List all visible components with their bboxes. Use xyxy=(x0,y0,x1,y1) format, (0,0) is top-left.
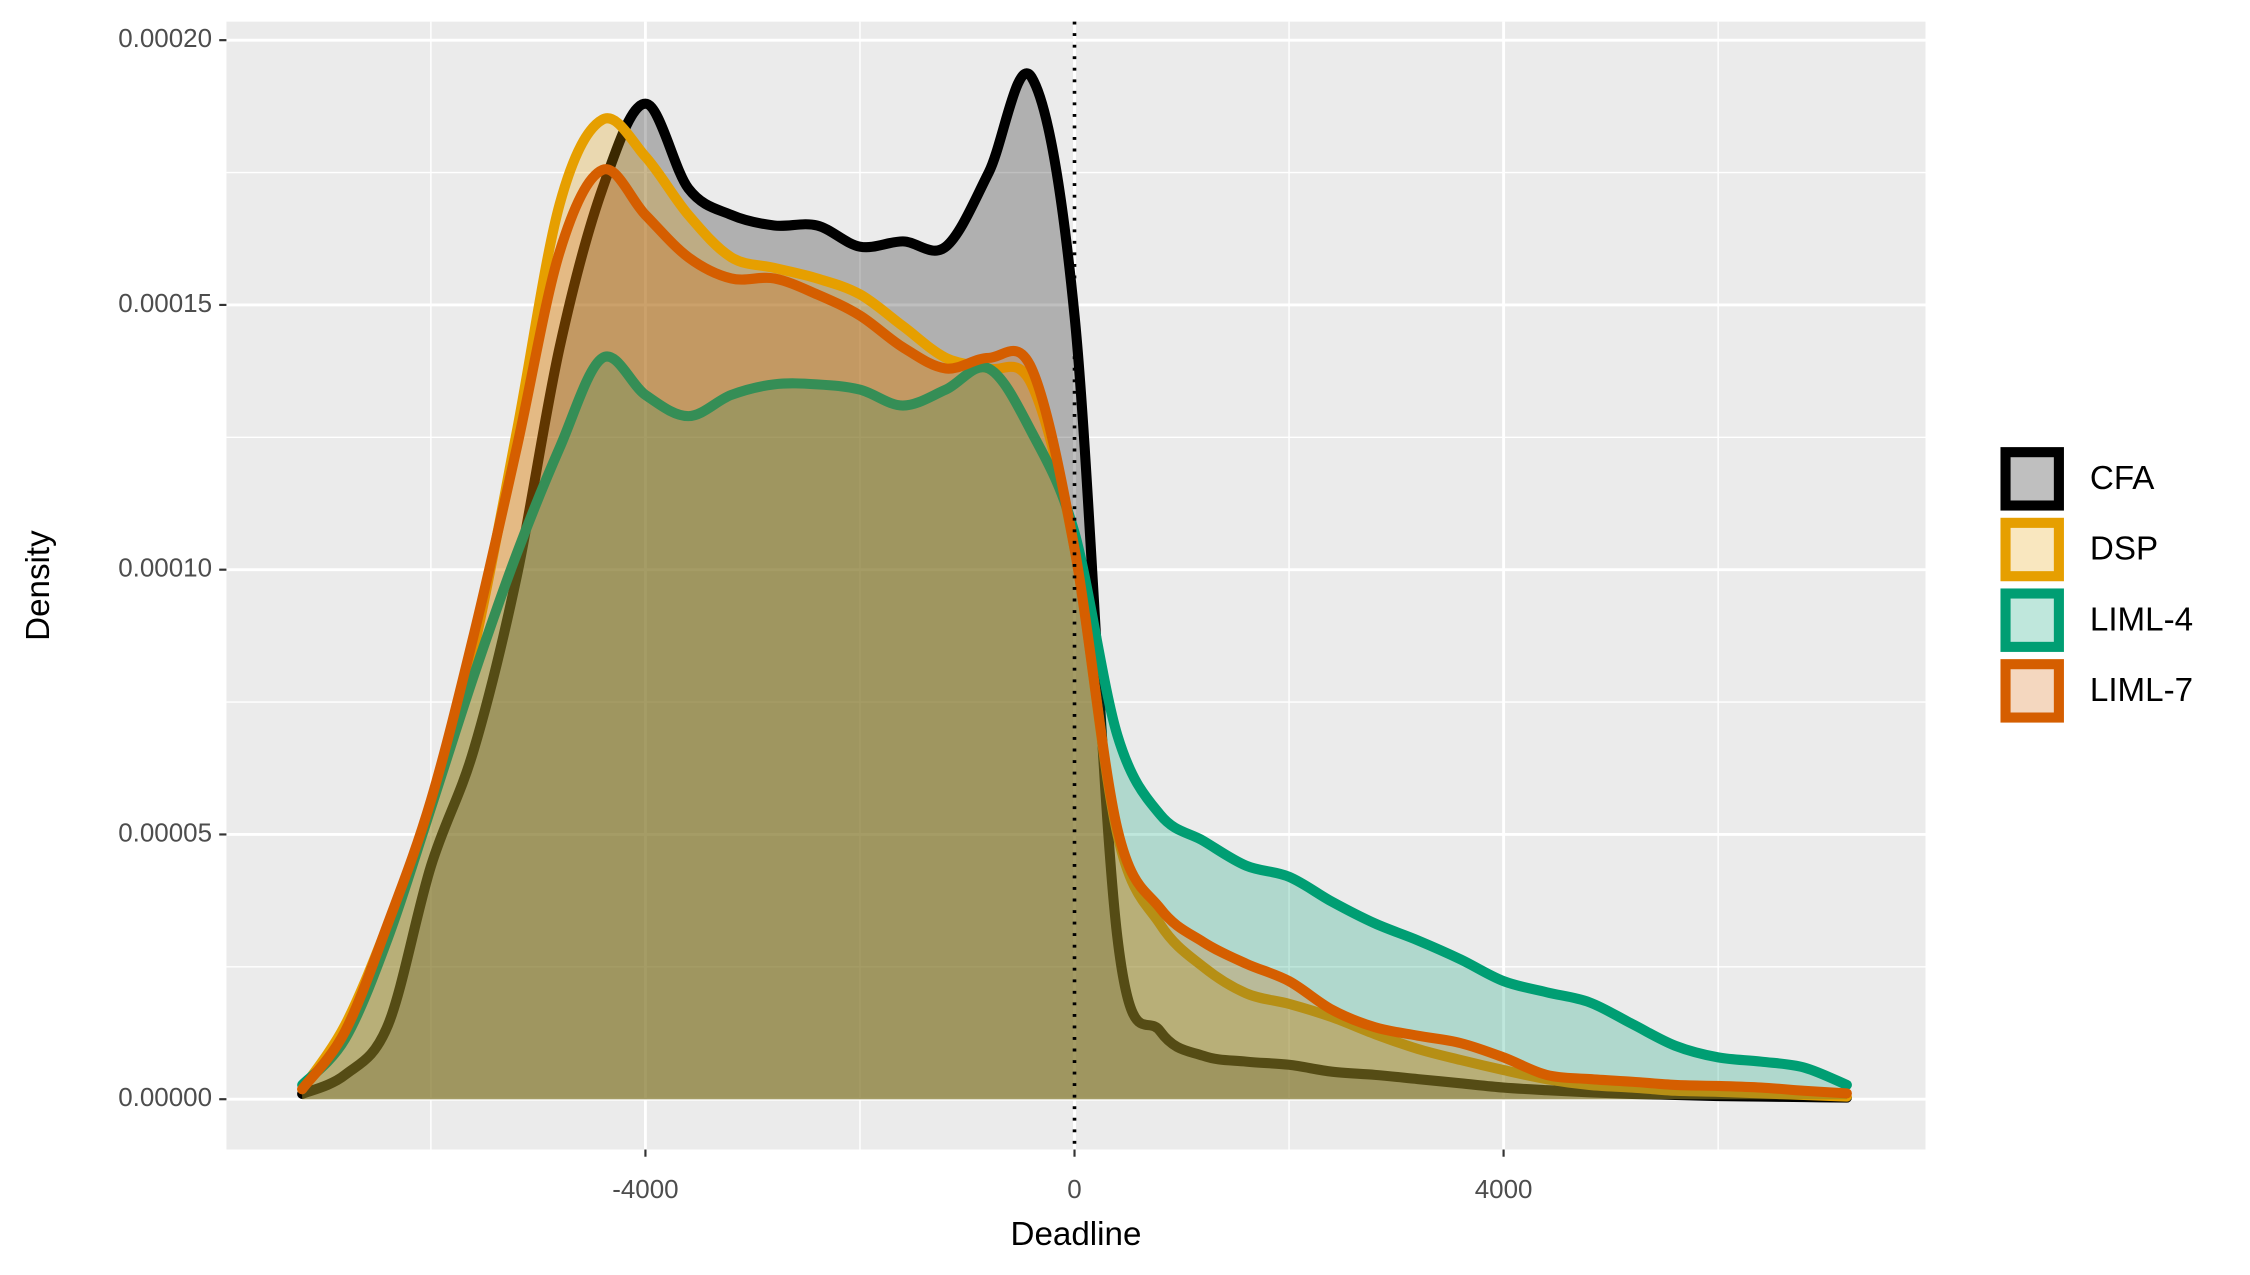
density-area xyxy=(302,73,1847,1100)
legend-label: LIML-4 xyxy=(2090,601,2193,638)
legend-key xyxy=(2000,517,2064,582)
legend-key-bg xyxy=(2000,588,2064,652)
y-axis-title: Density xyxy=(20,530,57,641)
legend: CFA DSP LIML-4 LIML-7 xyxy=(2000,447,2193,723)
x-tick-label: 4000 xyxy=(1475,1174,1533,1204)
legend-key-bg xyxy=(2000,447,2064,511)
x-tick-label: 0 xyxy=(1067,1174,1081,1204)
density-line xyxy=(297,164,1852,1099)
legend-key xyxy=(2000,447,2064,511)
legend-key xyxy=(2000,659,2064,723)
density-area xyxy=(302,118,1847,1100)
legend-label: DSP xyxy=(2090,531,2158,568)
y-tick-label: 0.00015 xyxy=(118,288,212,318)
legend-key xyxy=(2000,588,2064,652)
x-tick-label: -4000 xyxy=(612,1174,678,1204)
grid xyxy=(226,21,1926,1150)
legend-key-bg xyxy=(2000,659,2064,723)
y-tick-label: 0.00000 xyxy=(118,1082,212,1112)
legend-key-bg xyxy=(2000,517,2064,582)
legend-label: LIML-7 xyxy=(2090,672,2193,709)
plot-area xyxy=(297,21,1852,1150)
y-tick-label: 0.00020 xyxy=(118,23,212,53)
density-line xyxy=(297,68,1852,1103)
y-tick-label: 0.00005 xyxy=(118,817,212,847)
x-axis-title: Deadline xyxy=(1011,1216,1142,1253)
density-line xyxy=(297,351,1852,1090)
y-tick-label: 0.00010 xyxy=(118,553,212,583)
legend-label: CFA xyxy=(2090,460,2155,497)
